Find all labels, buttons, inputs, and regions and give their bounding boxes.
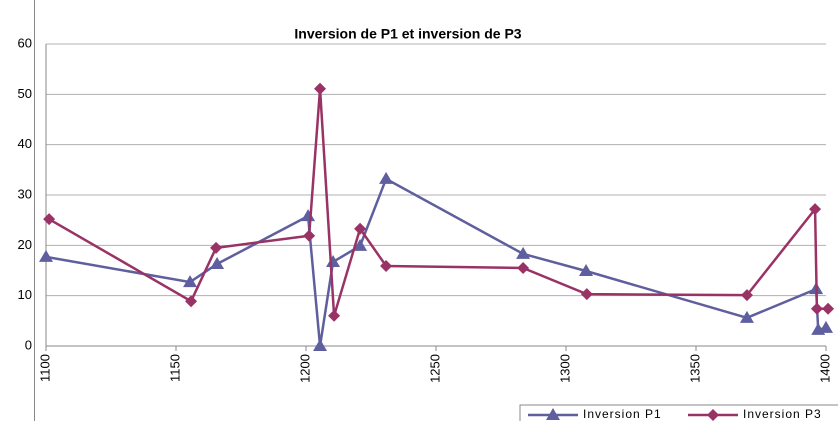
marker xyxy=(579,264,594,277)
x-tick-label: 1150 xyxy=(167,354,182,382)
marker xyxy=(183,275,198,288)
x-tick-label: 1400 xyxy=(817,354,832,383)
chart-title: Inversion de P1 et inversion de P3 xyxy=(294,26,521,42)
marker xyxy=(210,256,225,269)
series-line xyxy=(45,177,827,347)
marker xyxy=(303,229,316,242)
marker xyxy=(740,289,753,302)
marker xyxy=(39,249,53,262)
series-line xyxy=(48,88,829,317)
marker xyxy=(185,295,198,308)
y-tick-label: 40 xyxy=(18,136,32,151)
x-tick-label: 1250 xyxy=(427,354,442,383)
marker xyxy=(210,241,223,254)
legend-label: Inversion P1 xyxy=(583,407,662,421)
marker xyxy=(43,213,56,226)
x-tick-label: 1300 xyxy=(557,354,572,383)
y-tick-label: 10 xyxy=(18,287,32,302)
marker xyxy=(819,320,833,333)
y-tick-label: 20 xyxy=(18,237,32,252)
x-tick-label: 1100 xyxy=(37,354,52,382)
marker xyxy=(580,288,593,301)
y-tick-label: 60 xyxy=(18,35,32,50)
x-tick-label: 1350 xyxy=(687,354,702,383)
marker xyxy=(354,222,367,235)
marker xyxy=(326,254,341,267)
marker xyxy=(380,259,393,272)
marker xyxy=(810,302,823,315)
x-tick-label: 1200 xyxy=(297,354,312,383)
marker xyxy=(328,309,341,322)
y-tick-label: 30 xyxy=(18,186,32,201)
legend-label: Inversion P3 xyxy=(743,407,822,421)
y-tick-label: 50 xyxy=(18,86,32,101)
marker xyxy=(314,82,327,95)
marker xyxy=(353,238,368,251)
marker xyxy=(822,302,835,315)
marker xyxy=(809,203,822,216)
marker xyxy=(739,310,754,323)
legend-box xyxy=(519,404,838,421)
marker xyxy=(516,246,531,259)
marker xyxy=(517,261,530,274)
marker xyxy=(379,171,394,184)
marker xyxy=(313,339,328,351)
y-tick-label: 0 xyxy=(25,337,32,352)
marker xyxy=(546,408,560,420)
marker xyxy=(707,409,719,421)
